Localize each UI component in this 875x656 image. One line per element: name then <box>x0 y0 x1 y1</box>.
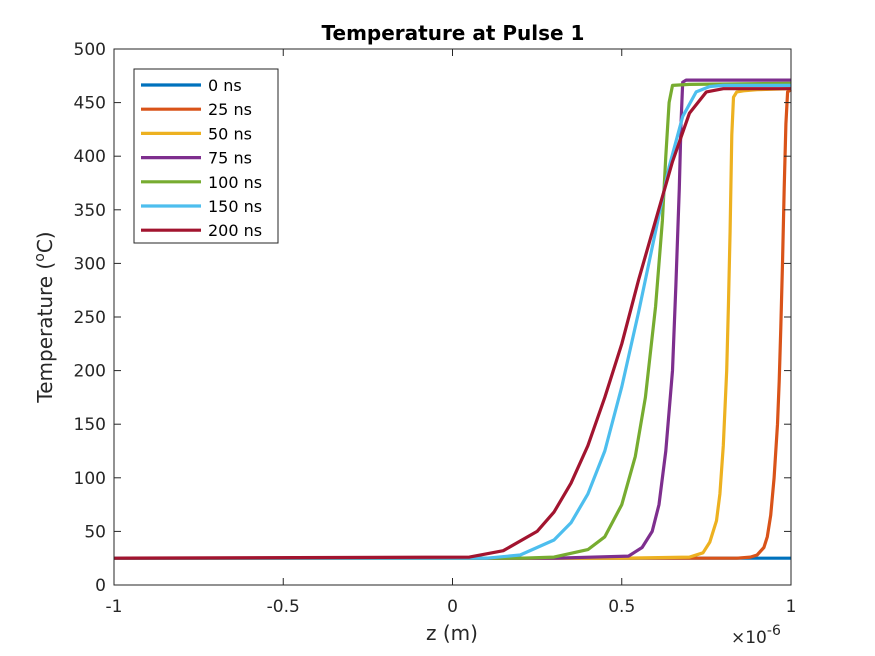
x-tick-label: -1 <box>106 597 123 617</box>
y-axis-label-prefix: Temperature ( <box>33 262 57 404</box>
series-line-2 <box>114 87 792 560</box>
y-tick-label: 400 <box>74 147 106 167</box>
y-tick-label: 450 <box>74 94 106 114</box>
legend: 0 ns 25 ns 50 ns 75 ns 100 ns 150 ns 200 ns <box>133 68 279 244</box>
y-axis-label-superscript: o <box>32 253 48 262</box>
legend-label-4: 100 ns <box>208 173 262 192</box>
y-axis-label: Temperature (oC) <box>32 231 57 403</box>
series-line-4 <box>114 81 792 560</box>
legend-label-0: 0 ns <box>208 76 242 95</box>
x-tick-label: 0.5 <box>608 597 635 617</box>
legend-label-5: 150 ns <box>208 197 262 216</box>
y-tick-label: 500 <box>74 40 106 60</box>
chart-title: Temperature at Pulse 1 <box>322 21 585 45</box>
x-tick-label: 1 <box>786 597 797 617</box>
series-layer <box>113 78 792 560</box>
y-axis-ticks: 0 50 100 150 200 250 300 350 400 450 500 <box>74 40 791 596</box>
legend-entries: 0 ns 25 ns 50 ns 75 ns 100 ns 150 ns 200 ns <box>141 76 262 240</box>
legend-label-2: 50 ns <box>208 124 252 143</box>
x-axis-ticks: -1 -0.5 0 0.5 1 <box>106 49 797 617</box>
x-axis-exponent: ×10-6 <box>731 623 781 648</box>
y-tick-label: 300 <box>74 254 106 274</box>
x-tick-label: 0 <box>447 597 458 617</box>
x-tick-label: -0.5 <box>267 597 300 617</box>
y-tick-label: 200 <box>74 362 106 382</box>
y-tick-label: 50 <box>84 522 106 542</box>
y-tick-label: 0 <box>95 576 106 596</box>
series-line-6 <box>113 87 791 560</box>
y-tick-label: 150 <box>74 415 106 435</box>
legend-label-3: 75 ns <box>208 149 252 168</box>
x-axis-exponent-power: -6 <box>767 623 781 639</box>
legend-label-1: 25 ns <box>208 100 252 119</box>
x-axis-exponent-base: ×10 <box>731 628 767 648</box>
series-line-5 <box>114 83 791 560</box>
y-tick-label: 350 <box>74 201 106 221</box>
series-line-3 <box>114 78 791 560</box>
y-axis-label-suffix: C) <box>33 231 57 253</box>
y-tick-label: 100 <box>74 469 106 489</box>
series-line-1 <box>114 88 792 560</box>
y-tick-label: 250 <box>74 308 106 328</box>
x-axis-label: z (m) <box>426 621 478 645</box>
legend-label-6: 200 ns <box>208 221 262 240</box>
